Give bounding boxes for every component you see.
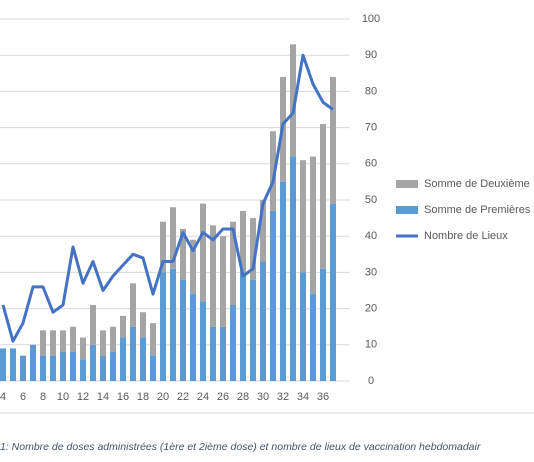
bar [210, 326, 216, 381]
bar [100, 330, 106, 356]
bar [80, 359, 86, 381]
bar [150, 323, 156, 356]
bar [120, 337, 126, 381]
bar [220, 236, 226, 327]
bar [130, 283, 136, 327]
bar [70, 352, 76, 381]
bar [40, 330, 46, 356]
bar [300, 160, 306, 273]
bar [30, 344, 36, 381]
bar [270, 210, 276, 381]
bar [140, 312, 146, 338]
bar [110, 352, 116, 381]
bar [230, 304, 236, 381]
legend-swatch [396, 180, 418, 188]
x-tick-label: 28 [237, 391, 249, 403]
bar [120, 315, 126, 338]
x-tick-label: 14 [97, 391, 109, 403]
bar [60, 352, 66, 381]
bar [310, 294, 316, 381]
bar [250, 218, 256, 280]
y-tick-label: 20 [365, 303, 377, 315]
x-tick-label: 6 [20, 391, 26, 403]
y-tick-label: 80 [365, 85, 377, 97]
bar [0, 348, 6, 381]
x-tick-label: 36 [317, 391, 329, 403]
bar [170, 268, 176, 381]
bar [170, 207, 176, 269]
legend-label: Somme de Deuxième [424, 178, 530, 190]
bar [290, 156, 296, 381]
bar [300, 272, 306, 381]
bar [140, 337, 146, 381]
bar [280, 181, 286, 381]
bar [150, 355, 156, 381]
x-tick-label: 26 [217, 391, 229, 403]
bar [100, 355, 106, 381]
bar [240, 272, 246, 381]
bar [20, 355, 26, 381]
bar [330, 76, 336, 204]
x-tick-label: 32 [277, 391, 289, 403]
x-tick-label: 16 [117, 391, 129, 403]
x-tick-label: 8 [40, 391, 46, 403]
bar [220, 326, 226, 381]
legend-label: Somme de Premières [424, 204, 531, 216]
y-tick-label: 100 [362, 13, 380, 25]
x-tick-label: 22 [177, 391, 189, 403]
bar [50, 330, 56, 356]
x-tick-label: 20 [157, 391, 169, 403]
y-tick-label: 0 [368, 375, 374, 387]
bar [90, 304, 96, 345]
y-tick-label: 50 [365, 194, 377, 206]
x-tick-label: 24 [197, 391, 209, 403]
bar [260, 261, 266, 381]
bar [310, 156, 316, 295]
bar [130, 326, 136, 381]
y-tick-label: 90 [365, 49, 377, 61]
x-tick-label: 18 [137, 391, 149, 403]
bar [80, 337, 86, 360]
bar [320, 268, 326, 381]
bar [190, 294, 196, 381]
bar [230, 221, 236, 305]
bar [190, 239, 196, 295]
bar [210, 225, 216, 327]
legend-label: Nombre de Lieux [424, 230, 508, 242]
bar [330, 203, 336, 381]
caption: 1: Nombre de doses administrées (1ère et… [0, 441, 481, 453]
bar [160, 221, 166, 273]
legend-swatch [396, 206, 418, 214]
bar [180, 228, 186, 280]
y-tick-label: 10 [365, 339, 377, 351]
x-tick-label: 12 [77, 391, 89, 403]
bar [260, 200, 266, 262]
bar [10, 348, 16, 381]
bar [200, 203, 206, 302]
bar [320, 123, 326, 269]
bar [110, 326, 116, 353]
bar [200, 301, 206, 381]
bar [180, 279, 186, 381]
line [1, 53, 334, 343]
bar [240, 210, 246, 273]
x-tick-label: 10 [57, 391, 69, 403]
bar [250, 279, 256, 381]
bar [160, 272, 166, 381]
x-tick-label: 34 [297, 391, 309, 403]
x-tick-label: 30 [257, 391, 269, 403]
y-tick-label: 30 [365, 266, 377, 278]
bar [70, 326, 76, 353]
bar [270, 131, 276, 211]
bar [40, 355, 46, 381]
y-tick-label: 70 [365, 122, 377, 134]
bar [90, 344, 96, 381]
bar [290, 44, 296, 157]
x-tick-label: 4 [0, 391, 6, 403]
y-tick-label: 40 [365, 230, 377, 242]
bar [50, 355, 56, 381]
bar [60, 330, 66, 353]
y-tick-label: 60 [365, 158, 377, 170]
